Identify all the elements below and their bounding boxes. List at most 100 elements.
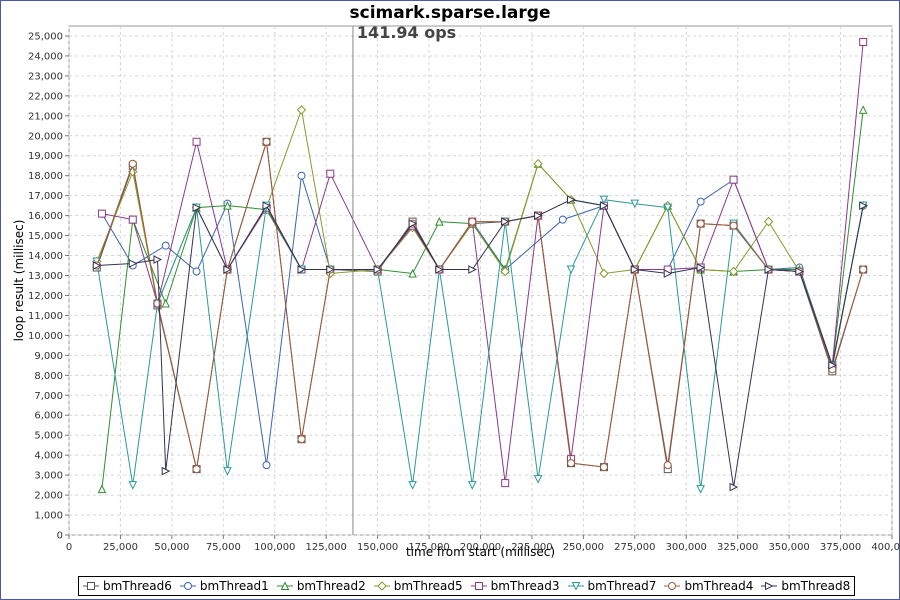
data-point-bmthread4 bbox=[128, 159, 137, 168]
data-point-bmthread3 bbox=[97, 209, 106, 218]
y-tick-label: 20,000 bbox=[28, 131, 63, 142]
legend-marker-bmthread4 bbox=[668, 582, 677, 590]
data-point-bmthread5 bbox=[533, 159, 543, 169]
x-tick-label: 125,000 bbox=[306, 542, 347, 553]
legend-label-bmthread2: bmThread2 bbox=[296, 579, 366, 593]
data-point-bmthread7 bbox=[467, 481, 477, 490]
legend-swatch-bmthread8 bbox=[761, 581, 778, 591]
legend-item-bmthread4: bmThread4 bbox=[664, 579, 753, 593]
data-point-bmthread8 bbox=[408, 219, 418, 228]
data-point-bmthread2 bbox=[435, 216, 444, 226]
y-tick-label: 6,000 bbox=[34, 411, 63, 422]
x-tick-label: 100,000 bbox=[254, 542, 295, 553]
legend-item-bmthread2: bmThread2 bbox=[276, 579, 366, 593]
y-tick-label: 9,000 bbox=[34, 351, 63, 362]
axes: 0 1,000 2,000 3,000 4,000 5,000 6,000 7,000 8,00… bbox=[28, 31, 900, 553]
x-tick-label: 75,000 bbox=[206, 542, 241, 553]
legend-item-bmthread3: bmThread3 bbox=[470, 579, 560, 593]
y-tick-label: 2,000 bbox=[34, 491, 63, 502]
data-point-bmthread8 bbox=[501, 217, 510, 226]
data-point-bmthread1 bbox=[696, 197, 705, 206]
data-point-bmthread3 bbox=[859, 37, 868, 46]
y-tick-label: 17,000 bbox=[28, 191, 63, 202]
data-point-bmthread8 bbox=[468, 265, 477, 274]
y-tick-label: 0 bbox=[57, 531, 63, 542]
legend-swatch-bmthread4 bbox=[664, 582, 681, 590]
legend-label-bmthread6: bmThread6 bbox=[103, 579, 172, 593]
legend-swatch-bmthread5 bbox=[373, 581, 390, 591]
data-point-bmthread4 bbox=[599, 463, 608, 472]
data-point-bmthread8 bbox=[128, 259, 138, 268]
x-tick-label: 225,000 bbox=[511, 542, 552, 553]
y-axis-label: loop result (millisec) bbox=[12, 220, 26, 342]
x-tick-label: 250,000 bbox=[563, 542, 604, 553]
y-tick-label: 15,000 bbox=[28, 231, 63, 242]
data-point-bmthread8 bbox=[326, 265, 335, 274]
series-line-bmthread7 bbox=[96, 199, 864, 490]
y-tick-label: 23,000 bbox=[28, 71, 63, 82]
data-point-bmthread4 bbox=[567, 459, 576, 468]
data-point-bmthread1 bbox=[161, 241, 170, 250]
data-point-bmthread1 bbox=[558, 215, 567, 224]
y-tick-label: 22,000 bbox=[28, 91, 63, 102]
x-axis-label: time from start (millisec) bbox=[406, 545, 555, 559]
x-tick-label: 50,000 bbox=[154, 542, 189, 553]
data-point-bmthread7 bbox=[630, 199, 640, 209]
legend-swatch-bmthread6 bbox=[83, 582, 99, 590]
data-point-bmthread8 bbox=[599, 201, 609, 210]
series-line-bmthread4 bbox=[96, 141, 864, 470]
x-tick-label: 200,000 bbox=[460, 542, 501, 553]
data-point-bmthread5 bbox=[763, 216, 774, 227]
legend-swatch-bmthread2 bbox=[276, 581, 293, 590]
x-tick-label: 375,000 bbox=[820, 542, 861, 553]
data-point-bmthread8 bbox=[729, 482, 739, 492]
y-tick-label: 1,000 bbox=[34, 511, 63, 522]
data-point-bmthread3 bbox=[326, 169, 335, 178]
chart-title: scimark.sparse.large bbox=[350, 3, 551, 23]
data-point-bmthread8 bbox=[192, 203, 202, 212]
legend-swatch-bmthread1 bbox=[179, 582, 196, 590]
data-point-bmthread5 bbox=[296, 105, 307, 115]
value-marker-label: 141.94 ops bbox=[357, 23, 456, 42]
data-point-bmthread5 bbox=[599, 268, 609, 279]
data-point-bmthread2 bbox=[161, 298, 171, 308]
series-layer bbox=[92, 37, 868, 494]
data-point-bmthread7 bbox=[663, 203, 673, 213]
data-point-bmthread1 bbox=[192, 267, 201, 276]
y-tick-label: 5,000 bbox=[34, 431, 63, 442]
data-point-bmthread7 bbox=[533, 475, 543, 484]
data-point-bmthread8 bbox=[764, 265, 774, 274]
legend-marker-bmthread8 bbox=[765, 581, 774, 591]
data-point-bmthread7 bbox=[408, 481, 417, 490]
data-point-bmthread8 bbox=[795, 267, 805, 276]
data-point-bmthread8 bbox=[435, 265, 444, 274]
series-bmthread8 bbox=[92, 195, 868, 492]
data-point-bmthread4 bbox=[262, 137, 271, 146]
data-point-bmthread3 bbox=[729, 175, 738, 184]
legend-marker-bmthread3 bbox=[474, 582, 483, 590]
y-tick-label: 10,000 bbox=[28, 331, 63, 342]
grid-lines bbox=[68, 26, 893, 536]
legend-label-bmthread1: bmThread1 bbox=[199, 579, 269, 593]
legend-item-bmthread6: bmThread6 bbox=[83, 579, 172, 593]
x-tick-label: 300,000 bbox=[666, 542, 707, 553]
legend-marker-bmthread1 bbox=[183, 582, 192, 590]
data-point-bmthread4 bbox=[859, 265, 868, 274]
legend-marker-bmthread7 bbox=[571, 582, 580, 591]
data-point-bmthread3 bbox=[501, 479, 510, 488]
legend-item-bmthread1: bmThread1 bbox=[179, 579, 269, 593]
data-point-bmthread8 bbox=[696, 263, 706, 272]
data-point-bmthread2 bbox=[858, 105, 868, 114]
x-tick-label: 275,000 bbox=[614, 542, 655, 553]
x-tick-label: 25,000 bbox=[103, 542, 138, 553]
x-tick-label: 175,000 bbox=[408, 542, 449, 553]
legend-marker-bmthread6 bbox=[87, 582, 95, 590]
data-point-bmthread8 bbox=[153, 255, 163, 264]
data-point-bmthread1 bbox=[262, 461, 271, 470]
data-point-bmthread4 bbox=[153, 299, 162, 308]
data-point-bmthread8 bbox=[859, 201, 868, 210]
data-point-bmthread8 bbox=[567, 195, 576, 204]
legend-item-bmthread8: bmThread8 bbox=[761, 579, 850, 593]
data-point-bmthread5 bbox=[728, 266, 739, 277]
data-point-bmthread2 bbox=[408, 268, 417, 278]
